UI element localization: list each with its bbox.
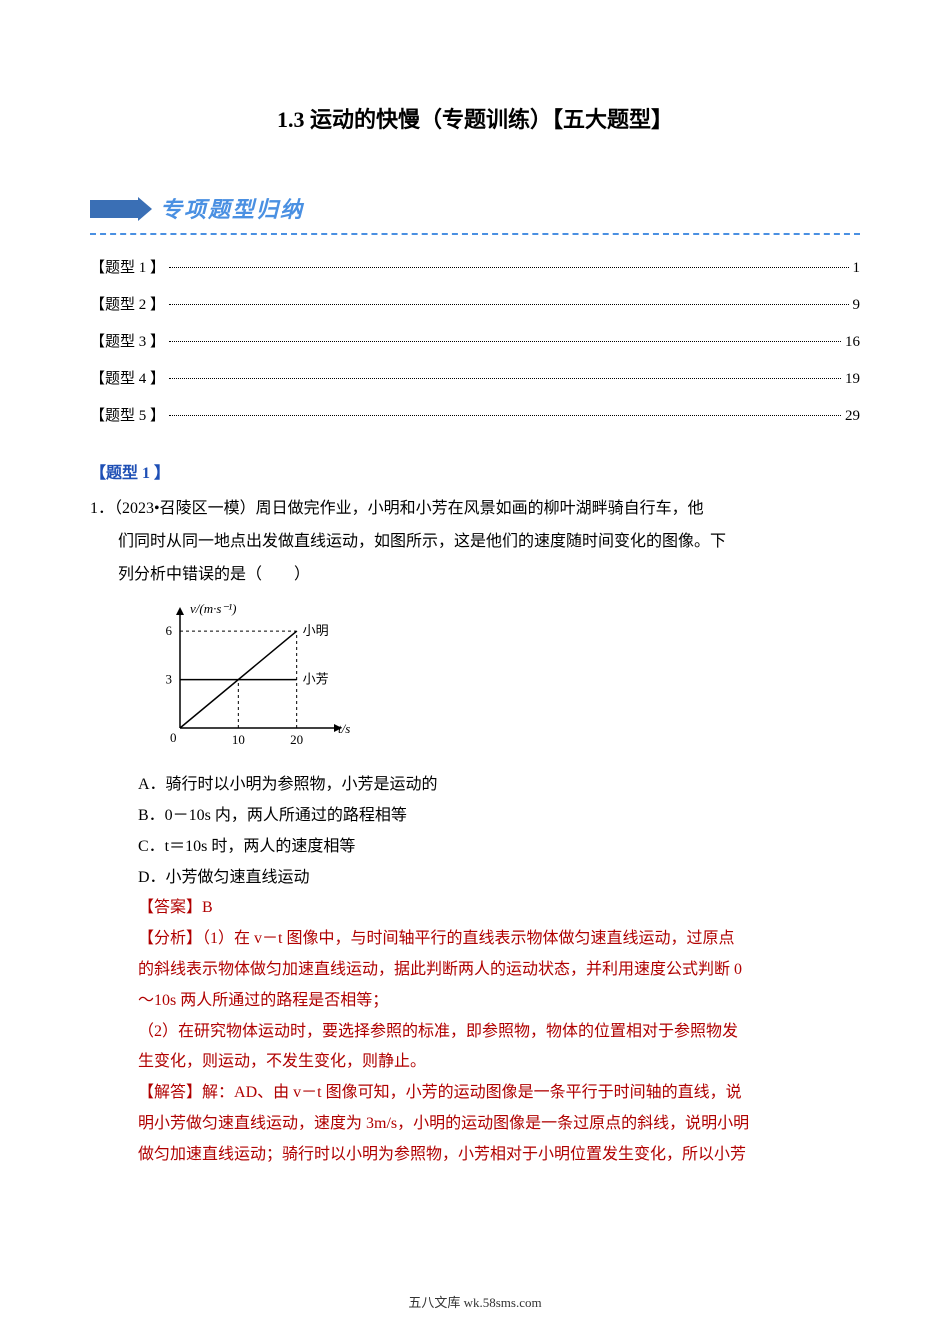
toc-row: 【题型 4 】 19 [90, 366, 860, 393]
toc-label: 【题型 1 】 [90, 255, 165, 282]
toc-page: 19 [845, 366, 860, 393]
toc-row: 【题型 2 】 9 [90, 292, 860, 319]
analysis-label: 【分析】 [138, 930, 202, 947]
answer-value: B [202, 899, 213, 916]
analysis-row-2: 的斜线表示物体做匀加速直线运动，据此判断两人的运动状态，并利用速度公式判断 0 [90, 956, 860, 985]
svg-text:3: 3 [166, 672, 173, 687]
option-c: C．t＝10s 时，两人的速度相等 [90, 833, 860, 862]
svg-text:小芳: 小芳 [303, 672, 329, 687]
solution-row-1: 【解答】解：AD、由 v－t 图像可知，小芳的运动图像是一条平行于时间轴的直线，… [90, 1079, 860, 1108]
toc-row: 【题型 3 】 16 [90, 329, 860, 356]
question-body: 1．（2023•召陵区一模）周日做完作业，小明和小芳在风景如画的柳叶湖畔骑自行车… [90, 495, 860, 1170]
svg-text:小明: 小明 [303, 624, 329, 639]
section-header: 专项题型归纳 [90, 190, 860, 236]
velocity-time-chart: v/(m·s⁻¹) t/s 0 3 6 10 20 小明小芳 [150, 597, 860, 763]
analysis-row-5: 生变化，则运动，不发生变化，则静止。 [90, 1048, 860, 1077]
option-a: A．骑行时以小明为参照物，小芳是运动的 [90, 771, 860, 800]
solution-row-2: 明小芳做匀速直线运动，速度为 3m/s，小明的运动图像是一条过原点的斜线，说明小… [90, 1110, 860, 1139]
analysis-row-1: 【分析】（1）在 v－t 图像中，与时间轴平行的直线表示物体做匀速直线运动，过原… [90, 925, 860, 954]
option-b: B．0－10s 内，两人所通过的路程相等 [90, 802, 860, 831]
analysis-row-4: （2）在研究物体运动时，要选择参照的标准，即参照物，物体的位置相对于参照物发 [90, 1018, 860, 1047]
toc-label: 【题型 5 】 [90, 403, 165, 430]
toc-page: 16 [845, 329, 860, 356]
toc-page: 1 [853, 255, 861, 282]
toc-dots [169, 341, 841, 342]
question-line-1: 1．（2023•召陵区一模）周日做完作业，小明和小芳在风景如画的柳叶湖畔骑自行车… [90, 495, 860, 524]
toc-dots [169, 304, 848, 305]
svg-text:20: 20 [290, 732, 303, 747]
toc-page: 9 [853, 292, 861, 319]
analysis-row-3: ～10s 两人所通过的路程是否相等； [90, 987, 860, 1016]
arrow-icon [90, 200, 140, 218]
toc-label: 【题型 2 】 [90, 292, 165, 319]
svg-text:t/s: t/s [338, 721, 350, 736]
answer-row: 【答案】B [90, 894, 860, 923]
toc-label: 【题型 4 】 [90, 366, 165, 393]
section-header-text: 专项题型归纳 [160, 190, 304, 230]
toc-dots [169, 415, 841, 416]
solution-row-3: 做匀加速直线运动；骑行时以小明为参照物，小芳相对于小明位置发生变化，所以小芳 [90, 1141, 860, 1170]
question-line-3: 列分析中错误的是（ ） [90, 561, 860, 590]
toc-page: 29 [845, 403, 860, 430]
toc-row: 【题型 1 】 1 [90, 255, 860, 282]
solution-text: 解：AD、由 v－t 图像可知，小芳的运动图像是一条平行于时间轴的直线，说 [202, 1084, 742, 1101]
toc-dots [169, 267, 848, 268]
page-title: 1.3 运动的快慢（专题训练）【五大题型】 [90, 100, 860, 140]
footer: 五八文库 wk.58sms.com [0, 1291, 950, 1314]
svg-text:6: 6 [166, 624, 173, 639]
table-of-contents: 【题型 1 】 1 【题型 2 】 9 【题型 3 】 16 【题型 4 】 1… [90, 255, 860, 430]
svg-text:v/(m·s⁻¹): v/(m·s⁻¹) [190, 601, 237, 616]
analysis-text: （1）在 v－t 图像中，与时间轴平行的直线表示物体做匀速直线运动，过原点 [202, 930, 734, 947]
svg-text:0: 0 [170, 730, 177, 745]
toc-dots [169, 378, 841, 379]
option-d: D．小芳做匀速直线运动 [90, 864, 860, 893]
svg-text:10: 10 [232, 732, 245, 747]
topic-label: 【题型 1 】 [90, 460, 860, 489]
answer-label: 【答案】 [138, 899, 202, 916]
question-line-2: 们同时从同一地点出发做直线运动，如图所示，这是他们的速度随时间变化的图像。下 [90, 528, 860, 557]
chart-svg: v/(m·s⁻¹) t/s 0 3 6 10 20 小明小芳 [150, 597, 360, 752]
solution-label: 【解答】 [138, 1084, 202, 1101]
toc-label: 【题型 3 】 [90, 329, 165, 356]
toc-row: 【题型 5 】 29 [90, 403, 860, 430]
